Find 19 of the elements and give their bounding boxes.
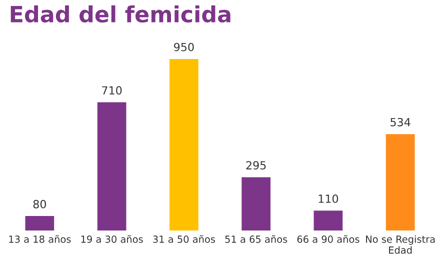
chart-title: Edad del femicida: [10, 5, 230, 23]
data-label: 710: [102, 86, 122, 95]
data-label: 80: [33, 200, 46, 208]
x-tick-label: 66 a 90 años: [297, 235, 360, 243]
data-label: 534: [390, 118, 410, 126]
bar: [97, 102, 126, 230]
bar: [242, 177, 270, 230]
x-tick-label: 51 a 65 años: [225, 235, 288, 243]
bar: [25, 216, 54, 230]
x-tick-label: 31 a 50 años: [153, 235, 216, 243]
data-label: 950: [174, 42, 194, 52]
x-tick-label: 13 a 18 años: [9, 235, 71, 243]
x-tick-label: 19 a 30 años: [81, 235, 143, 243]
bar: [314, 210, 343, 230]
bar: [170, 58, 198, 230]
data-label: 110: [318, 194, 338, 203]
x-tick-label: No se Registra Edad: [366, 235, 435, 254]
data-label: 295: [246, 161, 266, 170]
bar: [386, 134, 415, 230]
